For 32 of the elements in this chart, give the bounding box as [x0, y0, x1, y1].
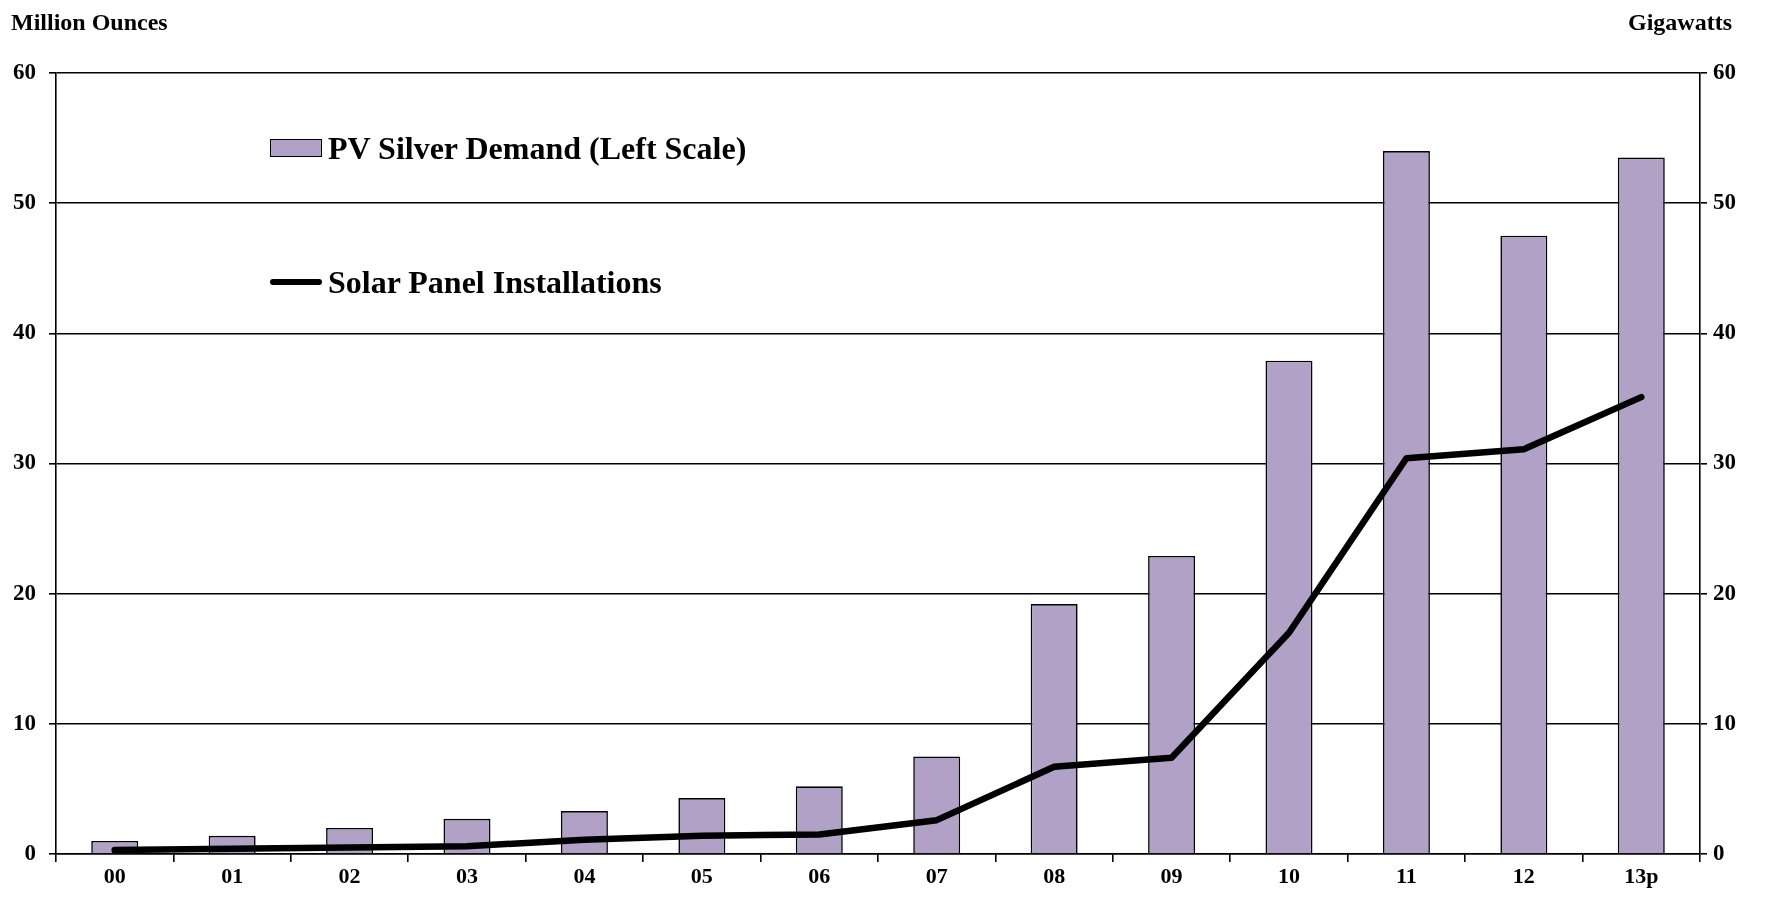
- y2-tick-label: 50: [1713, 189, 1736, 215]
- x-tick-label: 03: [456, 862, 478, 888]
- y-tick-label: 60: [13, 58, 36, 84]
- y2-tick-label: 20: [1713, 579, 1736, 605]
- y2-tick-label: 60: [1713, 58, 1736, 84]
- legend-label: PV Silver Demand (Left Scale): [328, 129, 747, 167]
- x-tick-label: 13p: [1624, 862, 1659, 888]
- y-tick-label: 0: [24, 839, 36, 865]
- y2-tick-label: 10: [1713, 709, 1736, 735]
- x-tick-label: 11: [1396, 862, 1417, 888]
- y2-tick-label: 40: [1713, 319, 1736, 345]
- x-tick-label: 12: [1512, 862, 1535, 888]
- y-tick-label: 40: [13, 319, 36, 345]
- y2-axis-title: Gigawatts: [1628, 9, 1732, 36]
- x-tick-label: 07: [925, 862, 948, 888]
- x-tick-label: 00: [103, 862, 126, 888]
- x-tick-label: 10: [1278, 862, 1300, 888]
- x-tick-label: 06: [808, 862, 831, 888]
- x-tick-label: 04: [573, 862, 596, 888]
- y-tick-label: 20: [13, 579, 36, 605]
- y-tick-label: 10: [13, 709, 36, 735]
- x-tick-label: 02: [338, 862, 361, 888]
- x-tick-label: 05: [690, 862, 713, 888]
- y-axis-title: Million Ounces: [11, 9, 168, 36]
- legend-label: Solar Panel Installations: [328, 263, 662, 301]
- y-tick-label: 30: [13, 449, 36, 475]
- x-tick-label: 01: [221, 862, 244, 888]
- y2-tick-label: 0: [1713, 839, 1725, 865]
- y2-tick-label: 30: [1713, 449, 1736, 475]
- y-tick-label: 50: [13, 189, 36, 215]
- x-tick-label: 09: [1160, 862, 1183, 888]
- x-tick-label: 08: [1043, 862, 1066, 888]
